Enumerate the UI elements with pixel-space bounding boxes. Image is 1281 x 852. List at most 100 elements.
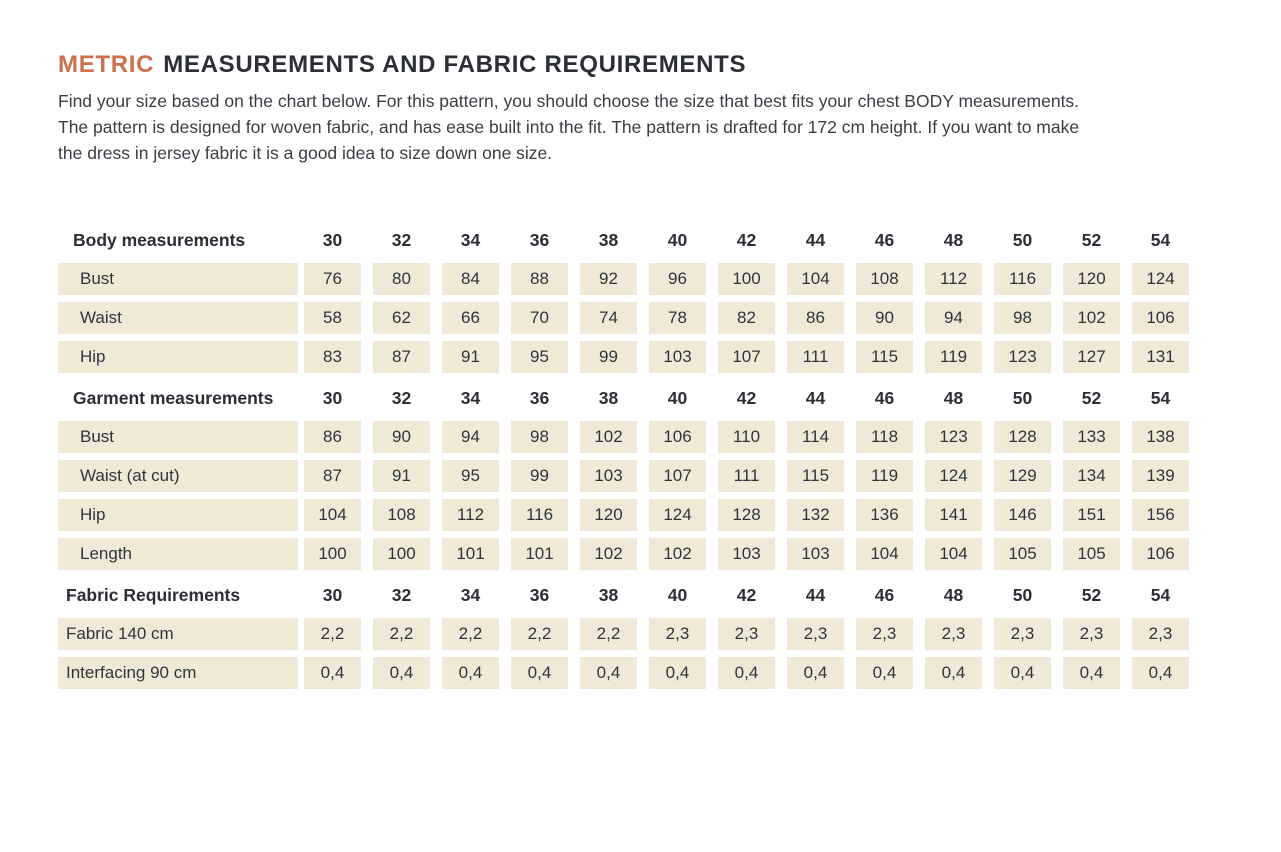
value-cell: 116 [994,263,1051,295]
value-cell: 74 [580,302,637,334]
value-cell: 108 [856,263,913,295]
value-cell: 106 [1132,538,1189,570]
value-cell: 0,4 [787,657,844,689]
table-row: Waist (at cut) 87 91 95 99 103 107 111 115 119 124… [58,460,1223,492]
measurements-table: Body measurements 30 32 34 36 38 40 42 44 46 48 50 5… [58,224,1223,689]
value-cell: 128 [994,421,1051,453]
value-cell: 133 [1063,421,1120,453]
value-cell: 2,3 [1063,618,1120,650]
value-cell: 86 [304,421,361,453]
size-header-cell: 36 [529,229,550,250]
size-header-cell: 44 [805,229,826,250]
size-header-cell: 54 [1150,387,1171,408]
row-label: Hip [58,499,298,531]
value-cell: 95 [511,341,568,373]
size-header-cell: 30 [322,387,343,408]
value-cell: 0,4 [373,657,430,689]
value-cell: 106 [649,421,706,453]
value-cell: 107 [649,460,706,492]
size-header-cell: 44 [805,584,826,605]
size-header-cell: 46 [874,387,895,408]
value-cell: 131 [1132,341,1189,373]
value-cell: 104 [925,538,982,570]
page-title-highlight: METRIC [58,51,155,78]
page-title: METRIC MEASUREMENTS AND FABRIC REQUIREMEN… [58,51,1223,79]
value-cell: 132 [787,499,844,531]
section-header-label: Garment measurements [73,387,274,408]
value-cell: 2,3 [649,618,706,650]
intro-paragraph: Find your size based on the chart below.… [58,88,1223,166]
value-cell: 78 [649,302,706,334]
value-cell: 134 [1063,460,1120,492]
value-cell: 104 [304,499,361,531]
size-header-cell: 36 [529,584,550,605]
size-header-cell: 50 [1012,387,1033,408]
value-cell: 0,4 [511,657,568,689]
size-header-cell: 32 [391,584,412,605]
value-cell: 0,4 [304,657,361,689]
size-header-cell: 30 [322,584,343,605]
value-cell: 99 [511,460,568,492]
value-cell: 104 [856,538,913,570]
size-header-cell: 44 [805,387,826,408]
value-cell: 102 [649,538,706,570]
table-section-header-row: Garment measurements 30 32 34 36 38 40 42 44 46 48… [58,382,1223,414]
value-cell: 111 [787,341,844,373]
value-cell: 146 [994,499,1051,531]
size-header-cell: 38 [598,387,619,408]
value-cell: 104 [787,263,844,295]
table-row: Length 100 100 101 101 102 102 103 103 104 104 105 1… [58,538,1223,570]
value-cell: 110 [718,421,775,453]
intro-line: The pattern is designed for woven fabric… [58,117,1080,137]
value-cell: 151 [1063,499,1120,531]
size-header-cell: 54 [1150,229,1171,250]
value-cell: 124 [1132,263,1189,295]
value-cell: 138 [1132,421,1189,453]
section-header-label: Body measurements [73,229,246,250]
value-cell: 2,3 [856,618,913,650]
value-cell: 2,3 [994,618,1051,650]
size-header-cell: 48 [943,584,964,605]
value-cell: 120 [580,499,637,531]
value-cell: 2,3 [787,618,844,650]
size-header-cell: 40 [667,584,688,605]
value-cell: 123 [925,421,982,453]
value-cell: 100 [304,538,361,570]
size-header-cell: 30 [322,229,343,250]
value-cell: 2,2 [373,618,430,650]
value-cell: 0,4 [1063,657,1120,689]
size-header-cell: 34 [460,229,481,250]
value-cell: 2,3 [718,618,775,650]
value-cell: 0,4 [580,657,637,689]
value-cell: 118 [856,421,913,453]
value-cell: 66 [442,302,499,334]
table-section-header-row: Body measurements 30 32 34 36 38 40 42 44 46 48 50 5… [58,224,1223,256]
value-cell: 92 [580,263,637,295]
value-cell: 103 [649,341,706,373]
value-cell: 124 [925,460,982,492]
value-cell: 98 [994,302,1051,334]
page-title-rest: MEASUREMENTS AND FABRIC REQUIREMENTS [163,51,747,78]
section-header-label: Fabric Requirements [66,584,241,605]
value-cell: 112 [925,263,982,295]
table-row: Hip 104 108 112 116 120 124 128 132 136 141 146 151 1… [58,499,1223,531]
value-cell: 103 [718,538,775,570]
value-cell: 94 [442,421,499,453]
value-cell: 99 [580,341,637,373]
table-row: Waist 58 62 66 70 74 78 82 86 90 94 98 102 106 [58,302,1223,334]
value-cell: 123 [994,341,1051,373]
size-header-cell: 40 [667,229,688,250]
value-cell: 2,3 [925,618,982,650]
value-cell: 2,2 [511,618,568,650]
value-cell: 76 [304,263,361,295]
row-label: Length [58,538,298,570]
value-cell: 107 [718,341,775,373]
size-header-cell: 36 [529,387,550,408]
value-cell: 106 [1132,302,1189,334]
value-cell: 0,4 [925,657,982,689]
table-row: Interfacing 90 cm 0,4 0,4 0,4 0,4 0,4 0,4 0,4 0,… [58,657,1223,689]
value-cell: 0,4 [856,657,913,689]
size-header-cell: 50 [1012,229,1033,250]
value-cell: 0,4 [442,657,499,689]
